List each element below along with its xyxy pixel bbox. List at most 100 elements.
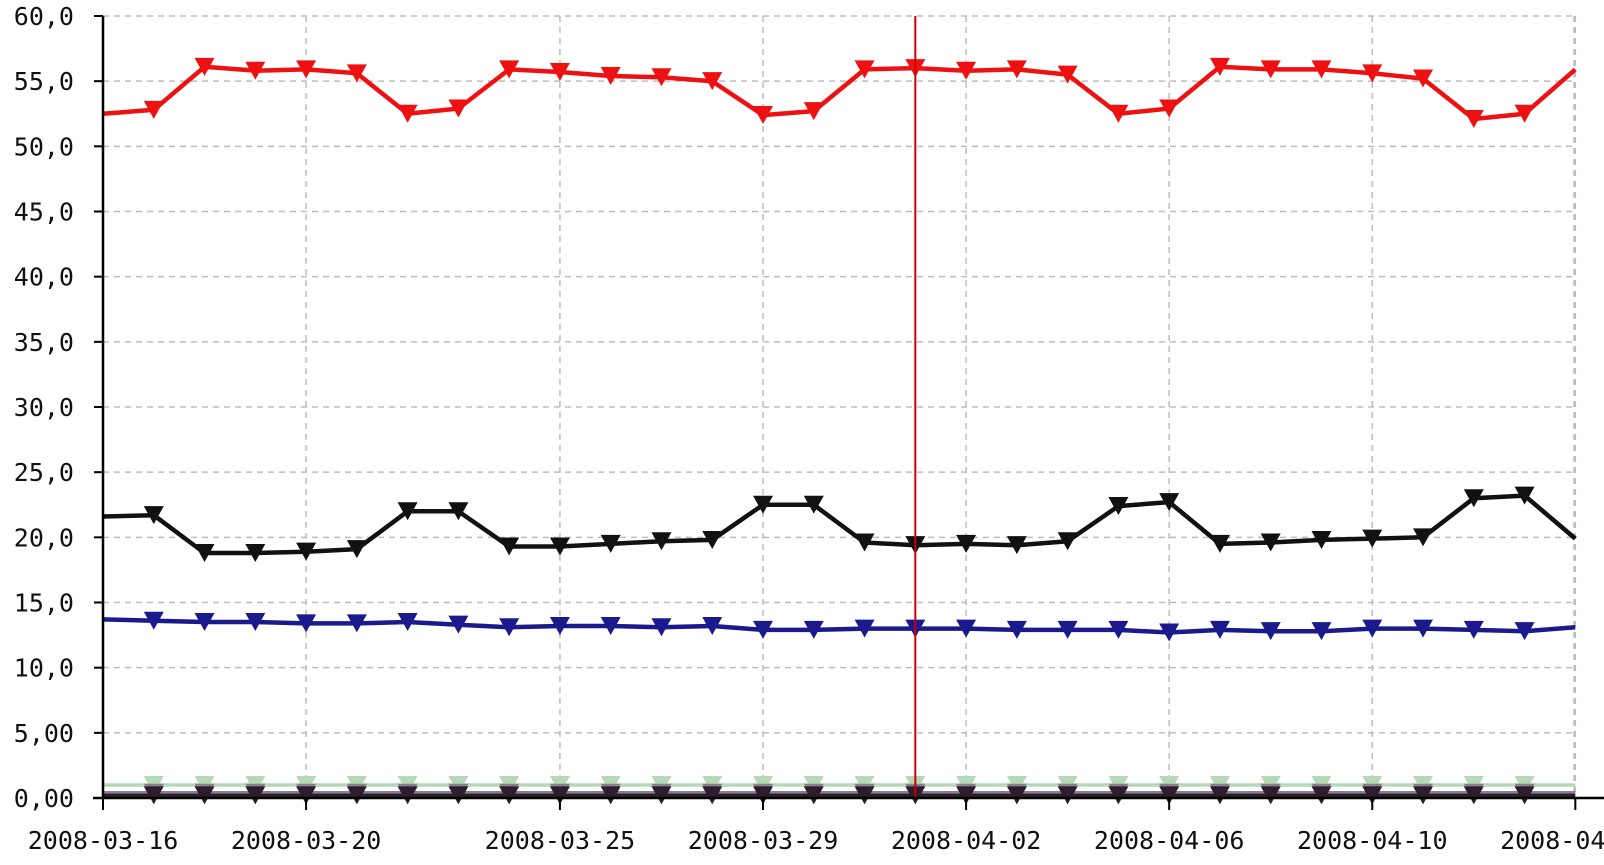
data-point-marker bbox=[1514, 786, 1535, 805]
data-point-marker bbox=[1057, 65, 1078, 84]
data-point-marker bbox=[1209, 620, 1230, 639]
data-point-marker bbox=[1006, 60, 1027, 79]
y-tick-label: 50,0 bbox=[14, 132, 74, 161]
data-point-marker bbox=[448, 99, 469, 118]
data-point-marker bbox=[803, 620, 824, 639]
data-point-marker bbox=[1260, 622, 1281, 641]
series-3 bbox=[102, 611, 1576, 642]
data-point-marker bbox=[1413, 786, 1434, 805]
data-point-marker bbox=[1413, 619, 1434, 638]
data-point-marker bbox=[1159, 99, 1180, 118]
series-line bbox=[102, 493, 1577, 556]
grid-lines bbox=[102, 15, 1577, 799]
data-point-marker bbox=[1209, 786, 1230, 805]
data-point-marker bbox=[1108, 786, 1129, 805]
x-tick-label: 2008-04-14 bbox=[1500, 826, 1604, 855]
data-point-marker bbox=[296, 542, 317, 561]
data-point-marker bbox=[1362, 619, 1383, 638]
data-point-marker bbox=[956, 534, 977, 553]
series-layer bbox=[102, 57, 1577, 805]
data-point-marker bbox=[448, 502, 469, 521]
series-line bbox=[102, 617, 1576, 635]
data-point-marker bbox=[1209, 534, 1230, 553]
y-tick-label: 40,0 bbox=[14, 263, 74, 292]
data-point-marker bbox=[956, 61, 977, 80]
data-point-marker bbox=[702, 530, 723, 549]
data-point-marker bbox=[499, 786, 520, 805]
data-point-marker bbox=[397, 786, 418, 805]
data-point-marker bbox=[803, 786, 824, 805]
y-tick-label: 5,00 bbox=[14, 719, 74, 748]
data-point-marker bbox=[1006, 536, 1027, 555]
data-point-marker bbox=[1057, 620, 1078, 639]
data-point-marker bbox=[448, 615, 469, 634]
data-point-marker bbox=[854, 619, 875, 638]
data-point-marker bbox=[600, 534, 621, 553]
data-point-marker bbox=[1514, 486, 1535, 505]
x-tick-labels: 2008-03-16 2008-03-20 2008-03-25 2008-03-29… bbox=[28, 826, 1604, 855]
data-point-marker bbox=[956, 786, 977, 805]
y-tick-label: 45,0 bbox=[14, 198, 74, 227]
data-point-marker bbox=[549, 616, 570, 635]
data-point-marker bbox=[702, 72, 723, 91]
data-point-marker bbox=[600, 616, 621, 635]
data-point-marker bbox=[1311, 60, 1332, 79]
data-point-marker bbox=[1514, 622, 1535, 641]
data-point-marker bbox=[1463, 786, 1484, 805]
data-point-marker bbox=[702, 616, 723, 635]
x-tick-label: 2008-04-06 bbox=[1094, 826, 1245, 855]
data-point-marker bbox=[549, 63, 570, 82]
data-point-marker bbox=[1006, 786, 1027, 805]
data-point-marker bbox=[346, 540, 367, 559]
x-tick-label: 2008-04-02 bbox=[891, 826, 1042, 855]
data-point-marker bbox=[1311, 786, 1332, 805]
data-point-marker bbox=[651, 618, 672, 637]
data-point-marker bbox=[753, 620, 774, 639]
data-point-marker bbox=[143, 611, 164, 630]
data-point-marker bbox=[651, 532, 672, 551]
data-point-marker bbox=[854, 60, 875, 79]
data-point-marker bbox=[1463, 109, 1484, 128]
data-point-marker bbox=[296, 614, 317, 633]
data-point-marker bbox=[1159, 786, 1180, 805]
data-point-marker bbox=[803, 102, 824, 121]
y-tick-labels: 0,00 5,00 10,0 15,0 20,0 25,0 30,0 35,0 40,0 45,0… bbox=[14, 2, 74, 813]
data-point-marker bbox=[1108, 620, 1129, 639]
x-tick-label: 2008-04-10 bbox=[1297, 826, 1448, 855]
data-point-marker bbox=[245, 61, 266, 80]
data-point-marker bbox=[397, 613, 418, 632]
data-point-marker bbox=[1057, 786, 1078, 805]
data-point-marker bbox=[651, 68, 672, 87]
data-point-marker bbox=[1159, 623, 1180, 642]
data-point-marker bbox=[397, 502, 418, 521]
data-point-marker bbox=[549, 786, 570, 805]
data-point-marker bbox=[499, 618, 520, 637]
data-point-marker bbox=[346, 64, 367, 83]
data-point-marker bbox=[753, 106, 774, 125]
y-tick-label: 0,00 bbox=[14, 784, 74, 813]
y-tick-label: 10,0 bbox=[14, 654, 74, 683]
y-tick-label: 15,0 bbox=[14, 589, 74, 618]
data-point-marker bbox=[651, 786, 672, 805]
data-point-marker bbox=[346, 786, 367, 805]
series-6 bbox=[103, 786, 1576, 805]
data-point-marker bbox=[600, 66, 621, 85]
data-point-marker bbox=[194, 786, 215, 805]
data-point-marker bbox=[1159, 493, 1180, 512]
data-point-marker bbox=[296, 60, 317, 79]
y-tick-label: 25,0 bbox=[14, 458, 74, 487]
data-point-marker bbox=[1362, 64, 1383, 83]
y-tick-label: 35,0 bbox=[14, 328, 74, 357]
data-point-marker bbox=[346, 614, 367, 633]
series-1 bbox=[102, 57, 1577, 128]
y-tick-label: 20,0 bbox=[14, 523, 74, 552]
data-point-marker bbox=[499, 60, 520, 79]
data-point-marker bbox=[143, 786, 164, 805]
data-point-marker bbox=[194, 543, 215, 562]
data-point-marker bbox=[448, 786, 469, 805]
data-point-marker bbox=[1463, 489, 1484, 508]
data-point-marker bbox=[143, 100, 164, 119]
data-point-marker bbox=[753, 786, 774, 805]
